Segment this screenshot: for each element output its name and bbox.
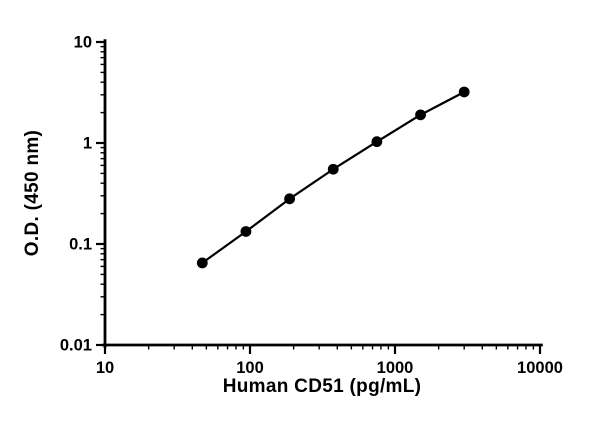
y-tick-label: 1: [83, 135, 92, 153]
y-axis-label: O.D. (450 nm): [22, 129, 43, 257]
data-point-marker: [240, 226, 252, 237]
y-tick-label: 0.01: [60, 337, 92, 355]
x-tick-label: 10000: [517, 359, 563, 377]
x-tick-label: 10: [96, 359, 114, 377]
data-point-marker: [284, 193, 295, 205]
data-point-marker: [458, 86, 470, 98]
x-axis-label: Human CD51 (pg/mL): [222, 376, 422, 397]
y-tick-label: 10: [74, 34, 92, 52]
y-tick-label: 0.1: [69, 236, 92, 254]
data-point-marker: [371, 136, 383, 148]
data-point-marker: [327, 163, 339, 175]
data-point-marker: [415, 109, 426, 121]
x-tick-label: 100: [236, 359, 264, 377]
data-point-marker: [196, 257, 208, 269]
x-tick-label: 1000: [377, 359, 414, 377]
